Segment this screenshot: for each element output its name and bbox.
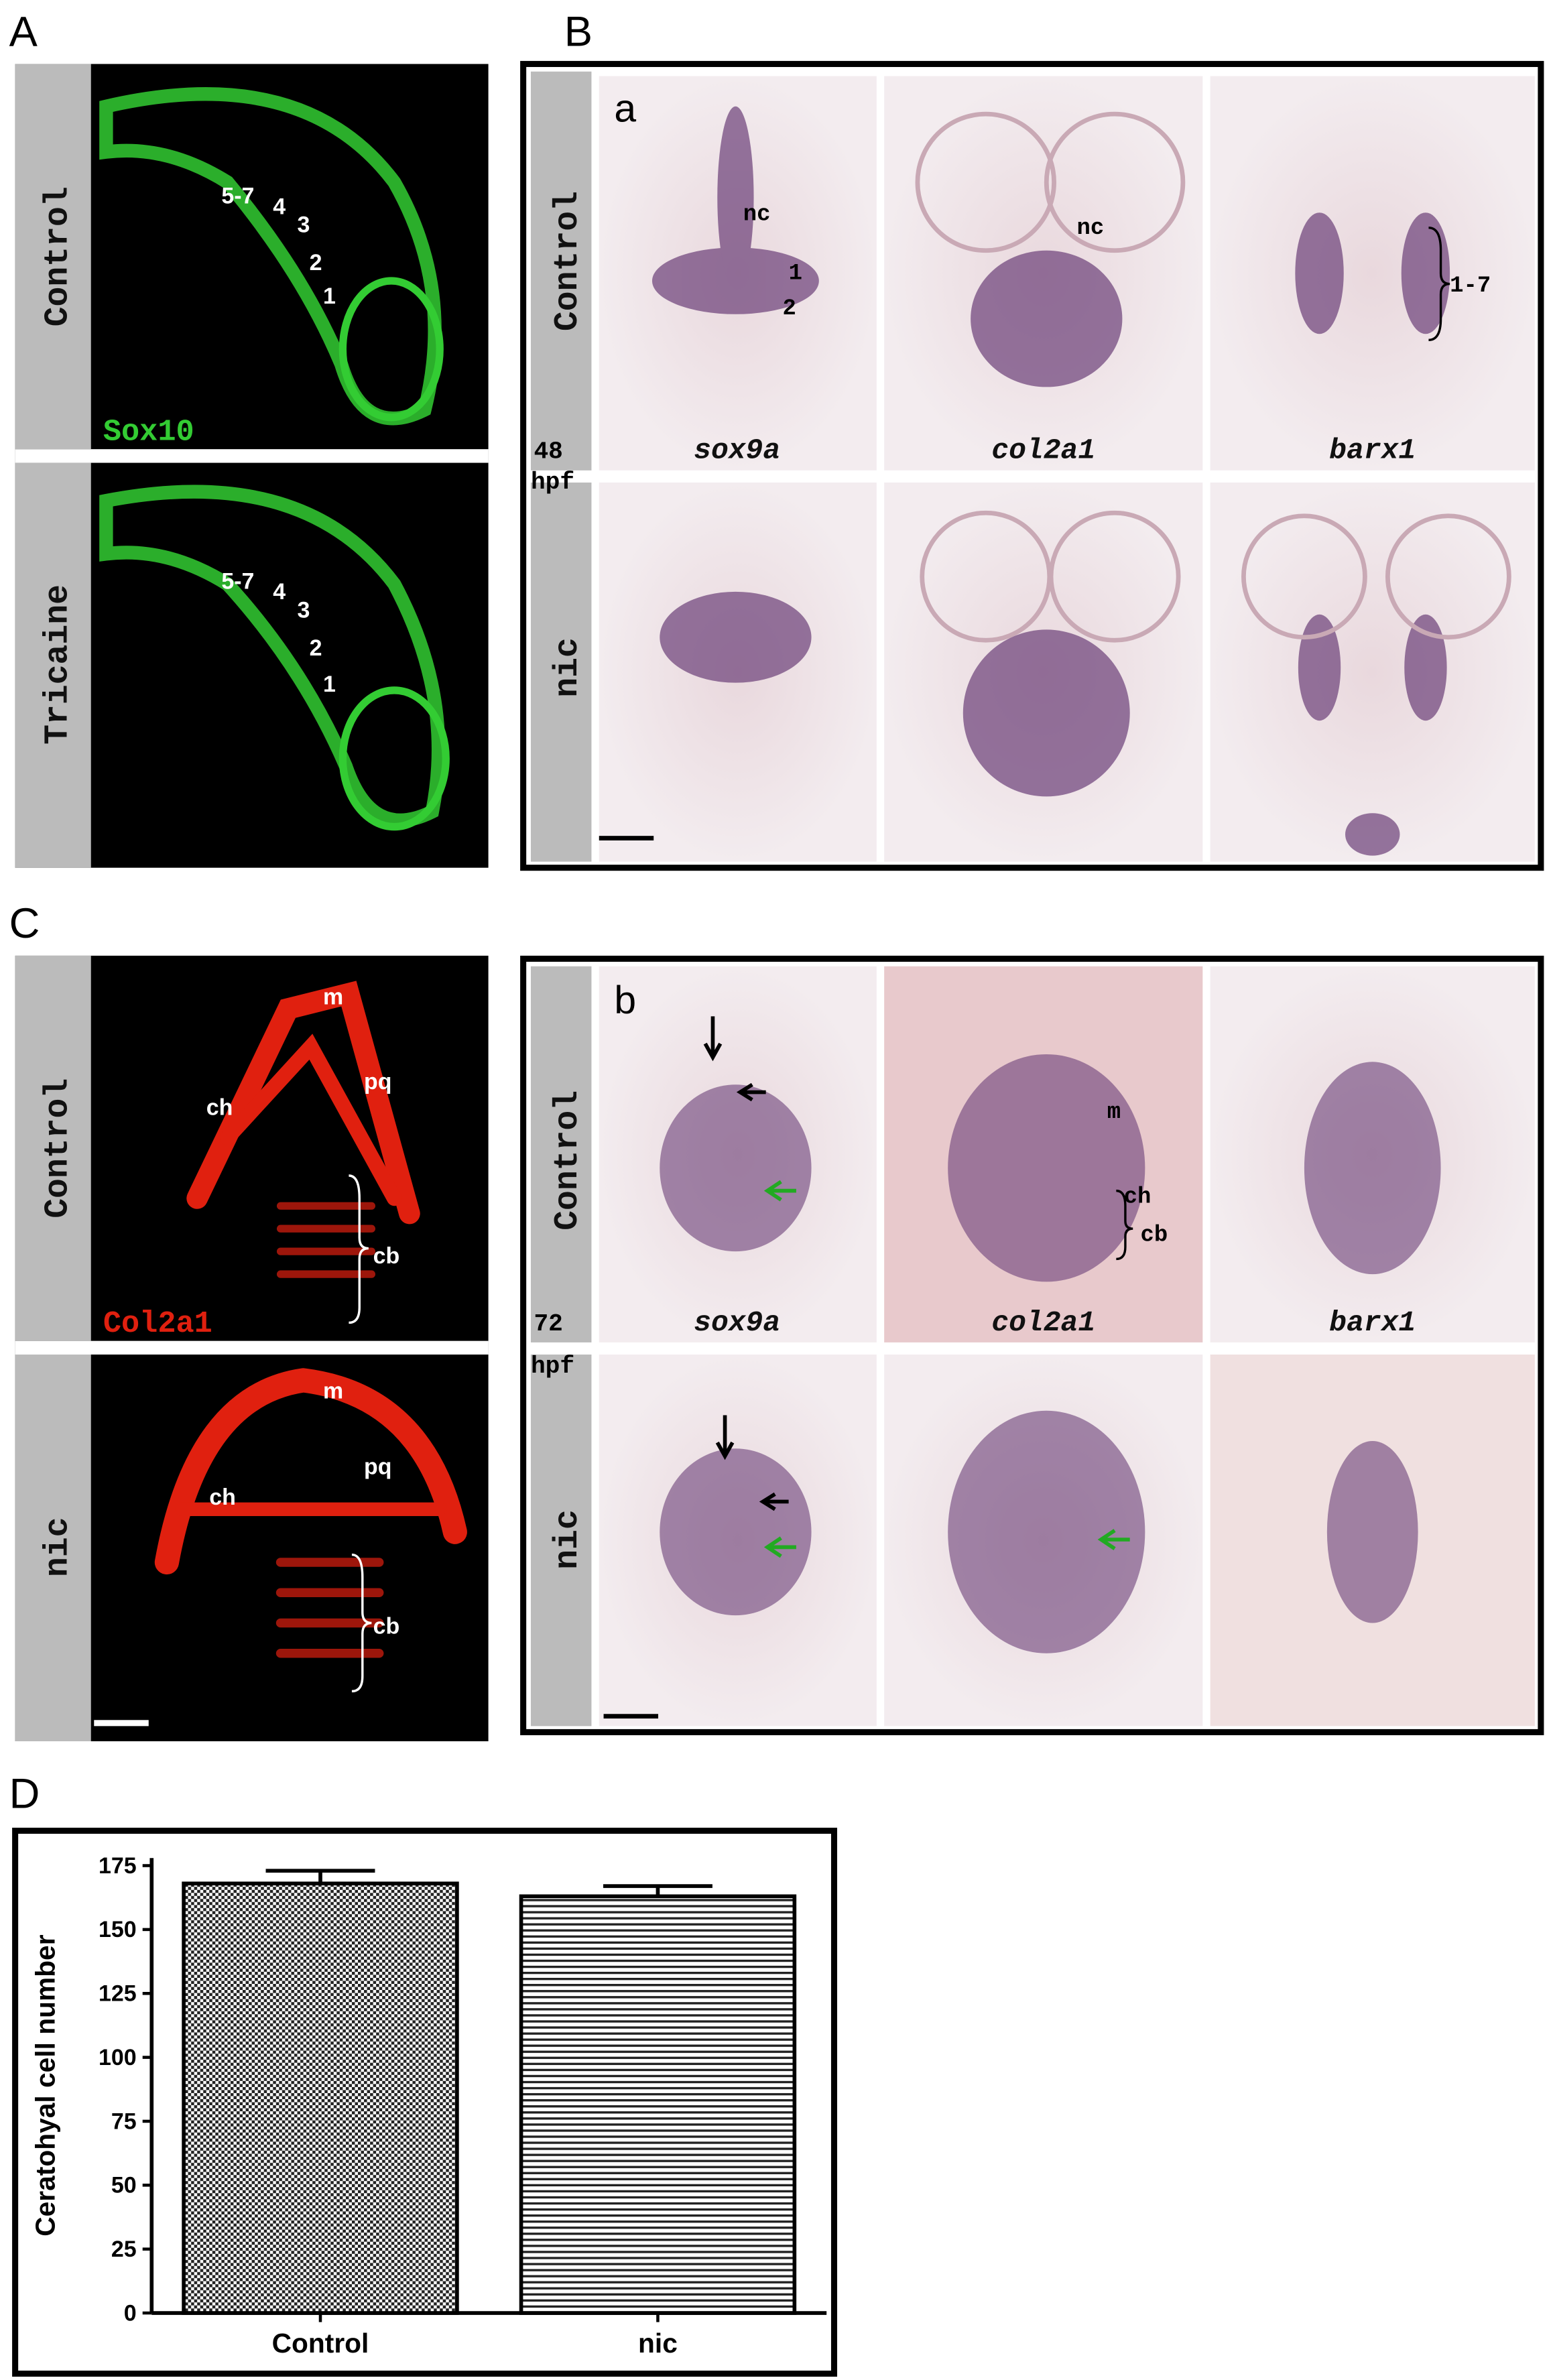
row-strip bbox=[530, 71, 592, 471]
annotation: ch bbox=[1124, 1185, 1152, 1210]
panel-a: Control Tricaine Sox10 5-7 4 3 2 1 5-7 4… bbox=[15, 64, 489, 868]
panel-b-72: b Control nic 72 hpf sox9a col2a1 barx1 … bbox=[520, 955, 1544, 1735]
row-label: Control bbox=[40, 186, 77, 326]
panel-d: Ceratohyal cell number 0 25 50 75 100 125 150 1… bbox=[12, 1827, 838, 2377]
stain-label: Col2a1 bbox=[103, 1306, 212, 1341]
panel-b-48: a Control nic 48 hpf sox9a col2a1 barx1 … bbox=[520, 60, 1544, 871]
annotation: m bbox=[323, 1379, 343, 1404]
row-label: nic bbox=[549, 637, 586, 698]
y-tick-label: 125 bbox=[99, 1981, 137, 2007]
bracket bbox=[1116, 1189, 1133, 1261]
panel-label: C bbox=[9, 900, 40, 947]
annotation: pq bbox=[364, 1454, 391, 1480]
row-strip bbox=[15, 1355, 91, 1741]
arch-label: 5-7 bbox=[221, 568, 254, 594]
x-tick-label: Control bbox=[272, 2328, 369, 2359]
row-strip bbox=[530, 966, 592, 1342]
sub-label: b bbox=[614, 979, 636, 1022]
annotation: pq bbox=[364, 1069, 391, 1094]
y-tick-label: 50 bbox=[111, 2173, 137, 2198]
annotation: nc bbox=[743, 202, 771, 228]
arch-label: 5-7 bbox=[221, 184, 254, 209]
gene-label: col2a1 bbox=[991, 1306, 1095, 1339]
row-strip bbox=[15, 64, 91, 450]
fluorescence bbox=[99, 485, 446, 828]
panel-c: Control nic Col2a1 m pq ch cb m pq ch cb bbox=[15, 955, 489, 1741]
stage: 48 bbox=[534, 438, 562, 466]
y-tick-label: 0 bbox=[124, 2300, 137, 2326]
arch-label: 4 bbox=[273, 194, 286, 219]
stage: 72 bbox=[534, 1310, 562, 1338]
annotation: cb bbox=[1141, 1223, 1168, 1248]
arch-label: 1 bbox=[323, 672, 336, 697]
sub-label: a bbox=[614, 86, 636, 130]
gene-label: col2a1 bbox=[991, 434, 1095, 467]
gene-label: barx1 bbox=[1329, 434, 1416, 467]
gene-label: sox9a bbox=[694, 1306, 780, 1339]
brackets bbox=[349, 1174, 372, 1693]
y-axis-label: Ceratohyal cell number bbox=[29, 1934, 60, 2236]
ish-images bbox=[599, 76, 1535, 862]
row-strip bbox=[15, 462, 91, 868]
panel-label: B bbox=[564, 8, 593, 55]
scale-bar bbox=[94, 1720, 149, 1727]
gene-label: sox9a bbox=[694, 434, 780, 467]
cartilage bbox=[154, 981, 467, 1658]
annotation: nc bbox=[1077, 216, 1105, 241]
y-tick-label: 25 bbox=[111, 2237, 137, 2262]
bracket bbox=[1428, 227, 1450, 341]
arch-label: 2 bbox=[310, 250, 322, 275]
scale-bar bbox=[603, 1714, 659, 1719]
stage: hpf bbox=[531, 468, 574, 496]
arch-label: 4 bbox=[273, 579, 286, 605]
annotation: ch bbox=[209, 1485, 236, 1510]
x-tick-label: nic bbox=[638, 2328, 678, 2359]
arch-label: 2 bbox=[310, 635, 322, 661]
panel-label: D bbox=[9, 1771, 40, 1818]
arch-label: 1 bbox=[323, 284, 336, 309]
annotation: 2 bbox=[783, 296, 796, 322]
separator bbox=[15, 1340, 489, 1355]
y-tick-label: 175 bbox=[99, 1853, 137, 1879]
annotation: cb bbox=[373, 1613, 400, 1639]
row-label: Control bbox=[549, 191, 586, 331]
separator bbox=[15, 449, 489, 463]
scale-bar bbox=[599, 836, 654, 840]
row-strip bbox=[530, 1355, 592, 1727]
row-strip bbox=[530, 482, 592, 862]
row-strip bbox=[15, 955, 91, 1341]
row-label: Control bbox=[40, 1078, 77, 1218]
annotation: ch bbox=[206, 1094, 233, 1120]
annotation: m bbox=[323, 984, 343, 1009]
row-label: Control bbox=[549, 1090, 586, 1231]
panel-label: A bbox=[9, 8, 38, 55]
arrows bbox=[703, 1016, 1130, 1558]
error-bar bbox=[265, 1869, 375, 1884]
arch-labels: 5-7 4 3 2 1 5-7 4 3 2 1 bbox=[221, 184, 335, 698]
annotation: cb bbox=[373, 1243, 400, 1269]
gene-label: barx1 bbox=[1329, 1306, 1416, 1339]
annotation: 1-7 bbox=[1450, 273, 1491, 299]
row-label: Tricaine bbox=[40, 584, 77, 745]
stage: hpf bbox=[531, 1353, 574, 1380]
fluorescence bbox=[338, 277, 444, 422]
y-tick-label: 100 bbox=[99, 2045, 137, 2070]
stain-label: Sox10 bbox=[103, 415, 194, 450]
ish-images bbox=[599, 966, 1535, 1727]
row-label: nic bbox=[40, 1517, 77, 1578]
annotation: m bbox=[1107, 1100, 1121, 1125]
fluorescence bbox=[338, 686, 450, 831]
row-label: nic bbox=[549, 1509, 586, 1570]
annotation: 1 bbox=[789, 261, 802, 287]
arch-label: 3 bbox=[297, 212, 310, 238]
y-tick-label: 150 bbox=[99, 1917, 137, 1942]
bar bbox=[182, 1881, 459, 2315]
error-bar bbox=[603, 1884, 712, 1897]
arch-label: 3 bbox=[297, 597, 310, 623]
bar bbox=[519, 1894, 797, 2315]
y-tick-label: 75 bbox=[111, 2109, 137, 2134]
